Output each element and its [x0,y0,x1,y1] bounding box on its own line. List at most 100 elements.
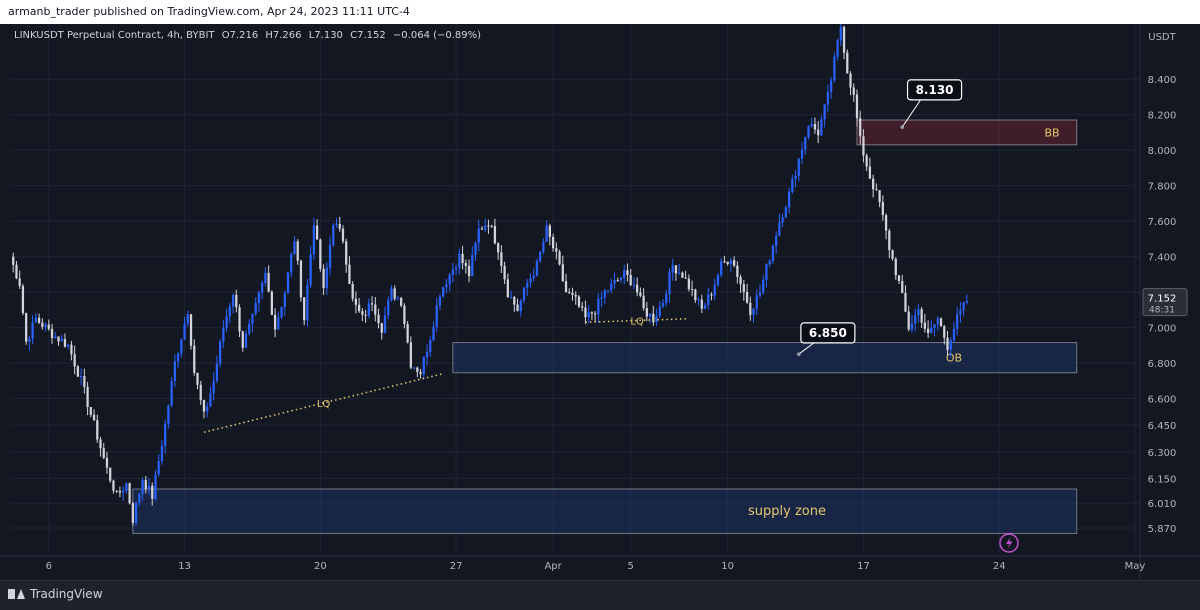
bb-zone [856,119,1078,146]
candle-body [539,251,542,262]
candle [393,285,396,302]
candle-body [248,323,251,334]
candle [768,258,771,268]
candle [451,263,455,283]
candle-body [306,285,309,321]
candle [804,136,807,155]
candle-body [577,296,581,307]
candle-body [639,292,642,296]
candle-body [694,289,697,301]
candle [122,485,125,501]
candle-body [933,324,936,328]
candle-body [477,228,480,243]
candle [939,317,943,327]
candle-body [904,293,907,312]
candle-body [590,312,594,314]
candle [218,339,222,368]
candle [409,336,412,370]
candle [752,308,755,323]
candle [351,281,354,302]
candle-body [597,298,600,315]
candle [551,233,555,252]
candle [723,255,726,264]
legend-symbol[interactable]: LINKUSDT Perpetual Contract, 4h, BYBIT [14,30,215,41]
candle-body [581,306,584,308]
candle [823,103,826,128]
candle-body [67,344,70,347]
candle [412,366,416,370]
candle [678,263,681,275]
candle [875,183,878,191]
candle-body [888,230,891,251]
candle-body [794,175,797,179]
candle-body [636,284,639,293]
candle-body [332,225,335,246]
candle-body [736,265,739,278]
candle [603,288,606,305]
candle-body [820,119,823,136]
candle [167,404,170,429]
candle [933,324,936,337]
candle [859,110,862,145]
candle [571,287,574,301]
candle-body [387,300,390,316]
candle-body [939,318,943,327]
time-tick: 20 [314,561,327,572]
candle-body [762,279,765,293]
candle [461,245,464,270]
candle [96,414,99,443]
candle-body [522,287,526,301]
candle-body [535,261,539,276]
candle-body [128,483,131,504]
candle-body [865,155,868,167]
candle [21,283,25,316]
candle [904,285,907,313]
time-tick: 10 [721,561,734,572]
candle [629,268,632,287]
candle-body [768,260,771,265]
candle-body [377,314,380,324]
time-tick: 24 [993,561,1006,572]
candle [474,241,477,261]
candle-body [41,322,44,327]
candle [50,323,54,344]
price-chart[interactable]: BB OB supply zone LQ LQ 8.130 6.850 USDT 8.400 8.… [0,24,1200,580]
candle [403,303,406,329]
candle-body [497,243,500,253]
candle-body [568,292,571,294]
candle-body [713,284,716,296]
candle-body [351,283,354,299]
candle [416,366,419,378]
supply-zone [132,488,1078,534]
candle-body [147,485,151,489]
candle [923,313,927,333]
candle [642,288,645,311]
candle-body [25,313,28,342]
candle [296,239,299,265]
candle-body [467,265,471,277]
candle-body [726,261,729,264]
candle [419,368,422,379]
candle-body [655,315,658,323]
candle [930,320,933,334]
candle [115,490,118,494]
candle-body [707,294,710,306]
candle [681,271,684,278]
candle-body [778,222,781,236]
candle-body [813,124,817,130]
price-tick: 6.150 [1148,474,1177,485]
tradingview-logo[interactable]: TradingView [8,587,103,601]
candle-body [652,313,655,323]
event-lightning-icon[interactable] [999,533,1019,553]
candle [464,259,467,274]
candle-body [755,295,758,309]
candle [25,312,28,345]
candle [76,365,80,377]
candle-body [807,126,810,138]
candle [946,330,949,356]
candle [581,301,584,312]
candle-body [286,272,290,294]
candle-body [270,291,273,315]
candle [755,289,758,316]
candle-body [897,275,901,282]
